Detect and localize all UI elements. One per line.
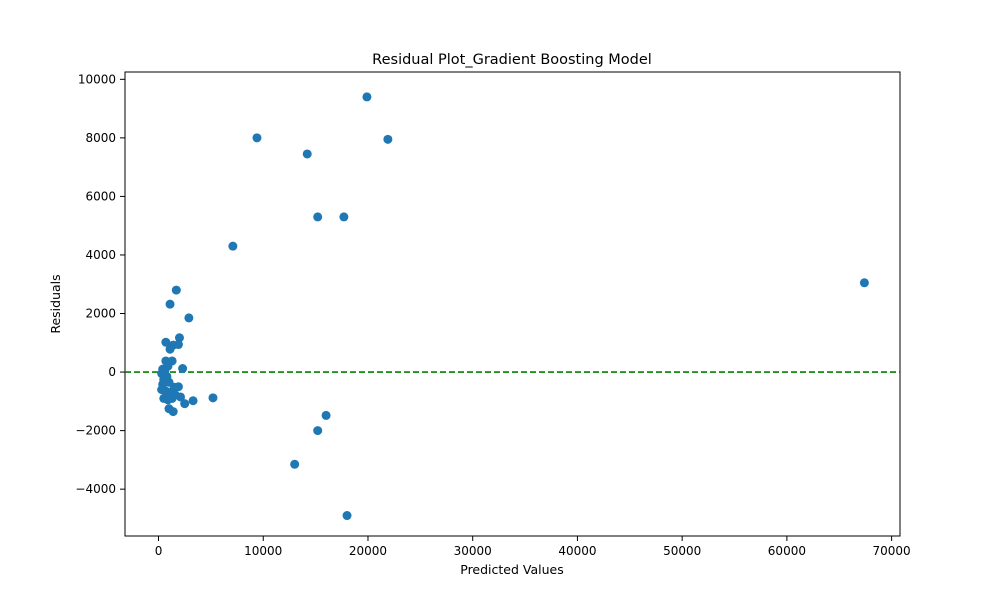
data-point <box>252 133 262 143</box>
data-point <box>313 426 323 436</box>
data-point <box>208 393 218 403</box>
data-point <box>188 396 198 406</box>
data-point <box>362 92 372 102</box>
x-tick-label: 60000 <box>768 544 806 558</box>
x-tick-label: 10000 <box>244 544 282 558</box>
data-point <box>342 511 352 521</box>
data-point <box>167 393 177 403</box>
data-point <box>165 299 175 309</box>
data-point <box>180 399 190 409</box>
data-point <box>168 407 178 417</box>
x-axis-label: Predicted Values <box>460 562 564 577</box>
x-tick-label: 30000 <box>454 544 492 558</box>
data-point <box>173 382 183 392</box>
data-point <box>165 344 175 354</box>
data-point <box>178 364 188 374</box>
x-axis-ticks: 0 10000 20000 30000 40000 50000 60000 70000 <box>155 536 911 558</box>
data-point <box>173 340 183 350</box>
data-point <box>313 212 323 222</box>
data-point <box>171 285 181 295</box>
data-point <box>174 333 184 343</box>
x-tick-label: 20000 <box>349 544 387 558</box>
data-point <box>321 410 331 420</box>
y-tick-label: −4000 <box>75 482 116 496</box>
data-point <box>290 459 300 469</box>
data-point <box>339 212 349 222</box>
y-tick-label: 2000 <box>85 307 116 321</box>
y-tick-label: 10000 <box>78 72 116 86</box>
data-point <box>176 392 186 402</box>
x-tick-label: 40000 <box>558 544 596 558</box>
chart-title: Residual Plot_Gradient Boosting Model <box>372 52 652 68</box>
data-point <box>228 241 238 251</box>
y-tick-label: 0 <box>108 365 116 379</box>
data-point <box>302 149 312 159</box>
y-axis-label: Residuals <box>48 274 63 333</box>
y-tick-label: −2000 <box>75 424 116 438</box>
x-tick-label: 50000 <box>663 544 701 558</box>
plot-area-frame <box>124 71 901 537</box>
x-tick-label: 0 <box>155 544 163 558</box>
data-point <box>859 278 869 288</box>
x-tick-label: 70000 <box>873 544 911 558</box>
data-point <box>161 337 171 347</box>
data-points <box>157 92 869 521</box>
data-point <box>383 134 393 144</box>
y-tick-label: 6000 <box>85 189 116 203</box>
y-tick-label: 8000 <box>85 131 116 145</box>
y-tick-label: 4000 <box>85 248 116 262</box>
data-point <box>184 313 194 323</box>
y-axis-ticks: −4000 −2000 0 2000 4000 6000 8000 10000 <box>75 72 125 496</box>
